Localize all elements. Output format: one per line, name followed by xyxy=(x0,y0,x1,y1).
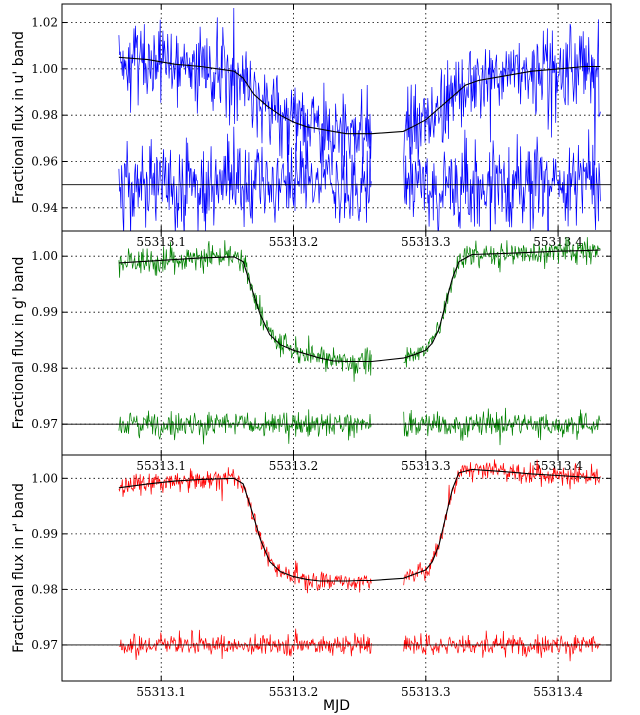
y-tick-label: 0.97 xyxy=(31,417,58,431)
y-axis-title: Fractional flux in u' band xyxy=(11,31,27,204)
flux-data-line xyxy=(118,7,601,176)
data-series xyxy=(118,237,601,446)
model-fit-line xyxy=(118,56,601,135)
x-tick-label: 55313.2 xyxy=(269,685,319,699)
x-tick-label: 55313.1 xyxy=(136,685,186,699)
y-tick-label: 0.94 xyxy=(31,201,58,215)
x-tick-label: 55313.3 xyxy=(401,459,451,473)
flux-data-line xyxy=(118,459,601,594)
y-tick-label: 0.98 xyxy=(31,108,58,122)
residual-data-line xyxy=(118,407,601,446)
x-axis-title: MJD xyxy=(323,698,350,714)
panel-3: 55313.1 55313.2 55313.3 55313.4 0.97 0.98 0.99… xyxy=(11,454,612,714)
data-series xyxy=(118,7,601,231)
x-tick-label: 55313.2 xyxy=(269,235,319,249)
residual-data-line xyxy=(118,628,601,662)
data-series xyxy=(118,459,601,662)
residual-data-line xyxy=(118,126,601,231)
model-fit-line xyxy=(118,468,601,582)
y-tick-label: 1.00 xyxy=(31,471,58,485)
panel-frame xyxy=(61,454,612,682)
y-tick-label: 0.97 xyxy=(31,638,58,652)
y-axis-title: Fractional flux in g' band xyxy=(11,257,27,430)
y-tick-label: 0.99 xyxy=(31,527,58,541)
x-tick-label: 55313.4 xyxy=(533,235,583,249)
x-tick-label: 55313.3 xyxy=(401,685,451,699)
model-fit-line xyxy=(118,249,601,363)
y-tick-label: 0.98 xyxy=(31,361,58,375)
y-tick-label: 1.02 xyxy=(31,16,58,30)
x-tick-label: 55313.1 xyxy=(136,459,186,473)
x-tick-label: 55313.2 xyxy=(269,459,319,473)
y-tick-label: 0.99 xyxy=(31,305,58,319)
panel-1: 55313.1 55313.2 55313.3 55313.4 0.94 0.96 0.98… xyxy=(11,3,612,249)
y-axis-title: Fractional flux in r' band xyxy=(11,483,27,653)
y-tick-label: 1.00 xyxy=(31,62,58,76)
x-tick-label: 55313.3 xyxy=(401,235,451,249)
panel-2: 55313.1 55313.2 55313.3 55313.4 0.97 0.98 0.99… xyxy=(11,230,612,473)
y-tick-label: 1.00 xyxy=(31,249,58,263)
y-tick-label: 0.98 xyxy=(31,582,58,596)
flux-data-line xyxy=(118,237,601,382)
x-tick-label: 55313.1 xyxy=(136,235,186,249)
y-tick-label: 0.96 xyxy=(31,155,58,169)
x-tick-label: 55313.4 xyxy=(533,685,583,699)
